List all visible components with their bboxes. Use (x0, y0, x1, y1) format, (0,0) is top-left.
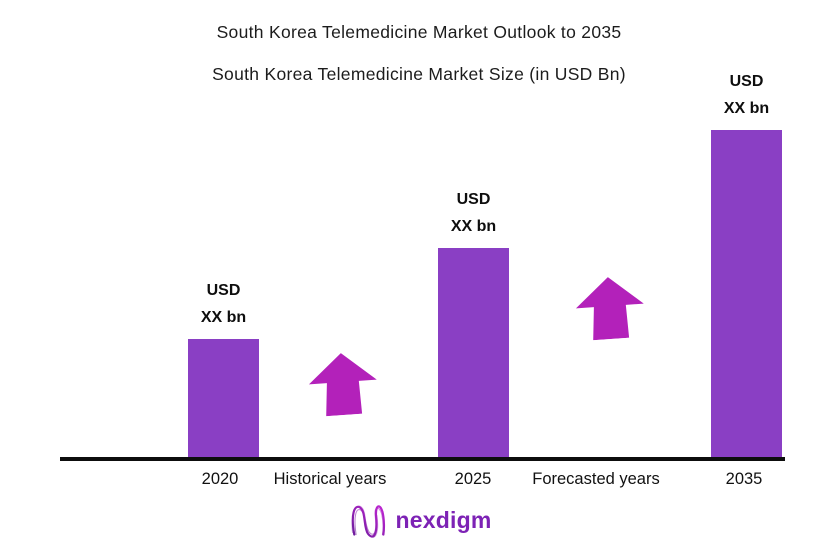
bar-value-label: USD XX bn (724, 68, 769, 122)
nexdigm-wordmark: nexdigm (395, 506, 492, 533)
x-axis-label-2035: 2035 (725, 470, 763, 488)
bar-value-line2: XX bn (723, 100, 770, 117)
bar-group-2035: USD XX bn (711, 68, 782, 458)
growth-arrow-historical-icon (308, 353, 377, 417)
brand-logo: nexdigm (0, 500, 838, 540)
chart-title: South Korea Telemedicine Market Outlook … (216, 22, 622, 42)
bar-value-line1: USD (456, 191, 491, 208)
bar-value-line2: XX bn (200, 309, 247, 326)
x-axis-line (60, 457, 785, 461)
bar-value-line1: USD (206, 282, 241, 299)
bar-2035 (711, 130, 782, 458)
chart-subtitle: South Korea Telemedicine Market Size (in… (212, 64, 626, 84)
x-axis-label-forecasted-years: Forecasted years (532, 470, 660, 488)
x-axis-label-2025: 2025 (454, 470, 492, 488)
x-axis-label-historical-years: Historical years (273, 470, 387, 488)
growth-arrow-forecasted-icon (575, 277, 644, 341)
bar-group-2020: USD XX bn (188, 277, 259, 458)
bar-2020 (188, 339, 259, 458)
bar-value-label: USD XX bn (451, 186, 496, 240)
x-axis-label-2020: 2020 (201, 470, 239, 488)
bar-value-line1: USD (729, 73, 764, 90)
bar-group-2025: USD XX bn (438, 186, 509, 458)
bar-value-line2: XX bn (450, 218, 497, 235)
nexdigm-wave-icon (351, 505, 385, 538)
bar-value-label: USD XX bn (201, 277, 246, 331)
bar-2025 (438, 248, 509, 458)
